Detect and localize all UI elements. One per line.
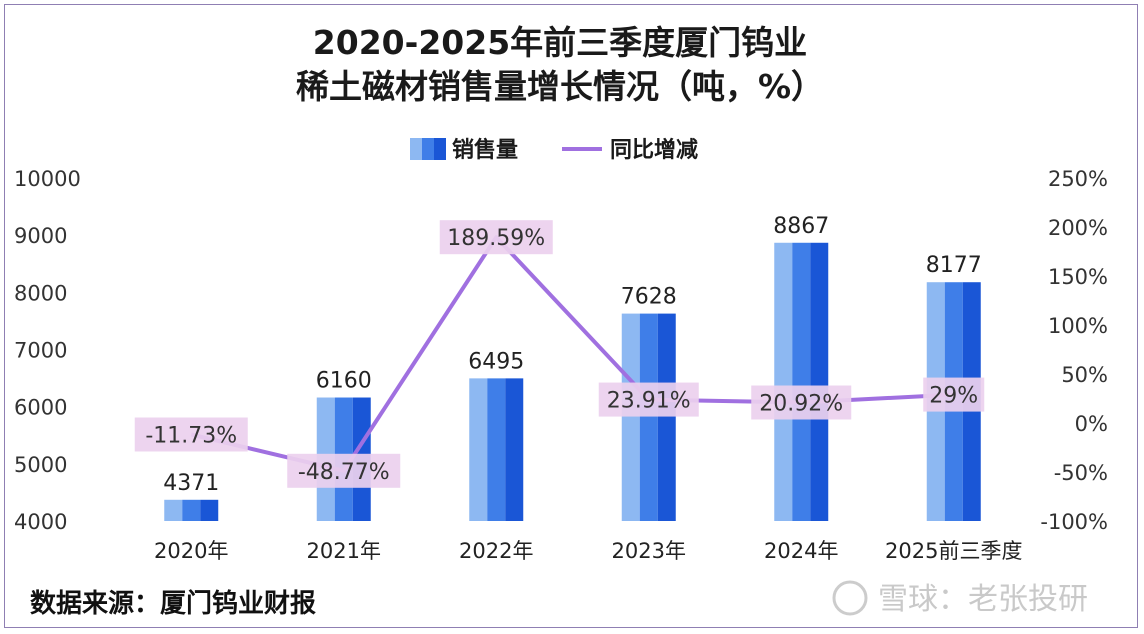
line-value-label: -48.77% — [287, 453, 401, 488]
line-value-label: 29% — [923, 377, 985, 412]
x-tick-label: 2023年 — [612, 539, 686, 563]
label-box — [287, 453, 401, 488]
label-box — [598, 382, 699, 417]
line-value-text: 189.59% — [447, 226, 545, 251]
bar — [469, 378, 524, 521]
bar-value-label: 8177 — [926, 253, 982, 278]
line-value-label: 23.91% — [598, 382, 699, 417]
y-left-tick-label: 9000 — [14, 224, 67, 248]
line-value-text: 29% — [929, 384, 978, 409]
line-value-text: -48.77% — [298, 460, 390, 485]
y-right-tick-label: -100% — [1040, 510, 1108, 534]
watermark: 雪球：老张投研 — [832, 580, 1088, 617]
bar-value-label: 7628 — [621, 285, 677, 310]
y-left-tick-label: 10000 — [14, 167, 81, 191]
y-left-tick-label: 8000 — [14, 281, 67, 305]
line-value-text: 20.92% — [759, 391, 843, 416]
legend: 销售量 同比增减 — [410, 137, 698, 163]
line-value-label: -11.73% — [134, 417, 248, 452]
chart-frame — [4, 4, 1138, 628]
y-right-tick-label: 150% — [1048, 265, 1108, 289]
label-box — [134, 417, 248, 452]
line-value-text: -11.73% — [145, 423, 237, 448]
y-right-tick-label: 200% — [1048, 216, 1108, 240]
yoy-line — [190, 235, 954, 473]
bar-labels: 4371 6160 6495 7628 8867 8177 — [163, 214, 982, 496]
y-right-tick-label: -50% — [1054, 461, 1108, 485]
chart-title-line-1: 2020-2025年前三季度厦门钨业 — [313, 23, 807, 62]
y-left-tick-label: 4000 — [14, 510, 67, 534]
line-value-label: 20.92% — [751, 385, 852, 420]
line-labels: -11.73% -48.77% 189.59% 23.91% 20.92% 29% — [134, 220, 985, 488]
y-right-tick-label: 100% — [1048, 314, 1108, 338]
watermark-text: 雪球：老张投研 — [878, 582, 1088, 617]
line-series — [190, 235, 954, 473]
y-left-tick-label: 5000 — [14, 453, 67, 477]
y-left-tick-label: 7000 — [14, 339, 67, 363]
label-box — [439, 220, 553, 255]
y-axis-left: 4000 5000 6000 7000 8000 9000 10000 — [14, 167, 81, 534]
x-tick-label: 2022年 — [459, 539, 533, 563]
label-box — [923, 377, 985, 412]
chart-title-line-2: 稀土磁材销售量增长情况（吨，%） — [296, 67, 824, 106]
bar-value-label: 6495 — [468, 349, 524, 374]
label-box — [751, 385, 852, 420]
y-right-tick-label: 250% — [1048, 167, 1108, 191]
legend-label-yoy: 同比增减 — [610, 137, 698, 163]
bar — [621, 313, 676, 521]
bar — [164, 499, 219, 521]
x-tick-label: 2024年 — [764, 539, 838, 563]
bar-value-label: 4371 — [163, 471, 219, 496]
bar — [774, 242, 829, 521]
y-left-tick-label: 6000 — [14, 396, 67, 420]
legend-swatch-sales — [410, 138, 446, 160]
bar-value-label: 8867 — [773, 214, 829, 239]
snowball-logo-icon — [832, 580, 868, 616]
x-tick-label: 2021年 — [307, 539, 381, 563]
source-note: 数据来源：厦门钨业财报 — [30, 588, 316, 619]
line-value-text: 23.91% — [607, 389, 691, 414]
y-right-tick-label: 0% — [1075, 412, 1108, 436]
bar-value-label: 6160 — [316, 369, 372, 394]
x-axis: 2020年 2021年 2022年 2023年 2024年 2025前三季度 — [154, 539, 1022, 563]
bar-series — [164, 242, 981, 521]
line-value-label: 189.59% — [439, 220, 553, 255]
legend-label-sales: 销售量 — [452, 137, 518, 163]
y-right-tick-label: 50% — [1061, 363, 1108, 387]
x-tick-label: 2025前三季度 — [885, 539, 1022, 563]
x-tick-label: 2020年 — [154, 539, 228, 563]
y-axis-right: -100% -50% 0% 50% 100% 150% 200% 250% — [1040, 167, 1108, 534]
